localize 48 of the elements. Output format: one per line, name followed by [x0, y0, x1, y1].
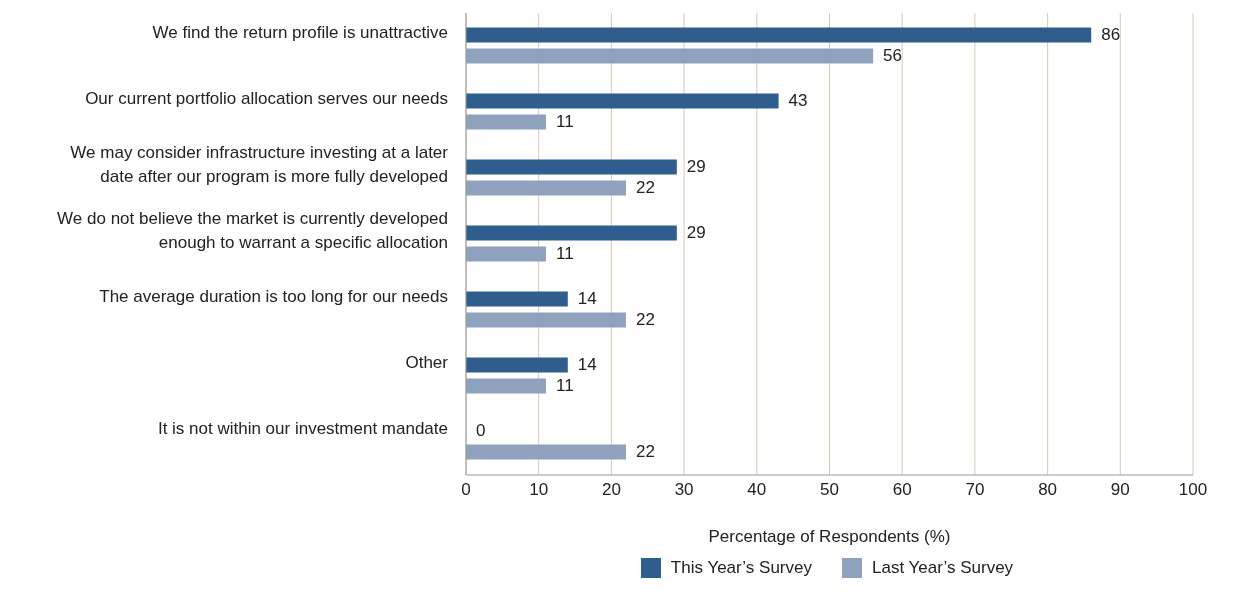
x-tick-label: 10	[529, 480, 549, 500]
bar	[466, 312, 626, 328]
x-tick-label: 50	[820, 480, 839, 500]
bar	[466, 378, 546, 394]
legend-label: Last Year’s Survey	[871, 558, 1014, 578]
bar	[466, 180, 626, 196]
y-tick-label: We find the return profile is unattractive	[152, 23, 448, 43]
bar	[466, 159, 677, 175]
bar	[466, 114, 546, 130]
y-tick-label: Other	[405, 353, 449, 373]
x-axis-title: Percentage of Respondents (%)	[708, 527, 951, 546]
y-tick-label: Our current portfolio allocation serves our needs	[85, 89, 448, 109]
data-label: 22	[635, 177, 655, 197]
x-tick-label: 70	[965, 480, 985, 500]
x-tick-label: 40	[747, 480, 767, 500]
y-tick-label: The average duration is too long for our needs	[99, 287, 448, 307]
data-label: 14	[577, 354, 597, 374]
y-tick-label: It is not within our investment mandate	[157, 419, 448, 439]
data-label: 43	[788, 90, 808, 110]
x-tick-label: 60	[892, 480, 912, 500]
legend-label: This Year’s Survey	[669, 558, 812, 578]
data-label: 11	[555, 243, 574, 263]
data-label: 22	[635, 309, 655, 329]
data-label: 0	[476, 420, 486, 440]
x-tick-label: 20	[601, 480, 621, 500]
x-tick-label: 0	[461, 480, 471, 500]
data-label: 11	[555, 111, 574, 131]
x-tick-label: 80	[1038, 480, 1058, 500]
bar	[466, 27, 1092, 43]
bar	[466, 444, 626, 460]
y-tick-label: We do not believe the market is currently developed enough to warrant a specific allocation	[57, 209, 448, 253]
bar	[466, 357, 568, 373]
bar	[466, 246, 546, 262]
y-tick-label: We may consider infrastructure investing at a later date after our program is more fully developed	[70, 143, 449, 187]
x-tick-label: 30	[674, 480, 694, 500]
x-tick-label: 100	[1178, 480, 1208, 500]
bar	[466, 48, 874, 64]
data-label: 22	[635, 441, 655, 461]
x-tick-label: 90	[1110, 480, 1130, 500]
data-label: 11	[555, 375, 574, 395]
bar	[466, 93, 779, 109]
data-label: 56	[883, 45, 903, 65]
data-label: 86	[1101, 24, 1121, 44]
data-label: 29	[686, 156, 706, 176]
bar	[466, 225, 677, 241]
data-label: 29	[686, 222, 706, 242]
data-label: 14	[577, 288, 597, 308]
bar	[466, 291, 568, 307]
